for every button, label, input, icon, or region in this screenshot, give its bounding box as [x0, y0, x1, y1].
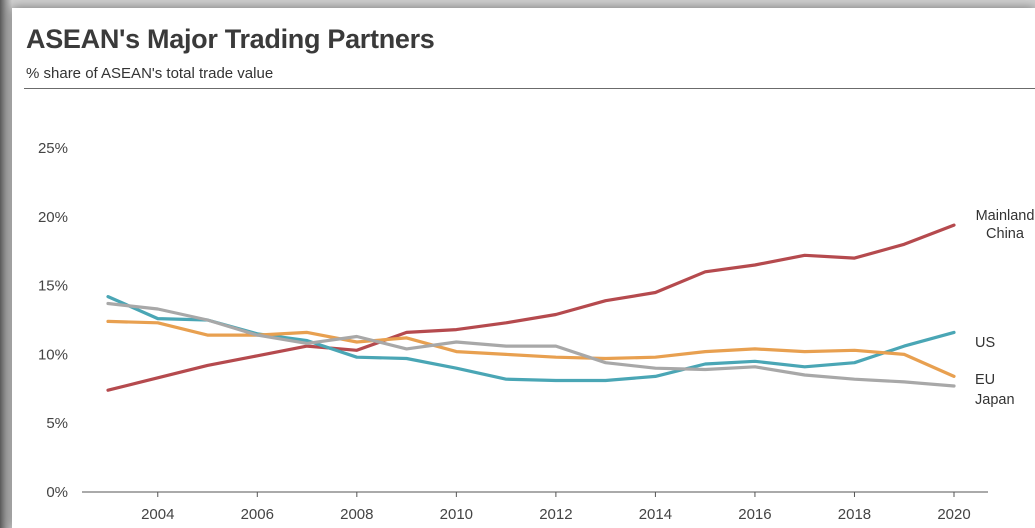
- y-tick-label: 20%: [38, 209, 68, 226]
- chart-card: ASEAN's Major Trading Partners % share o…: [12, 8, 1035, 528]
- chart-subtitle: % share of ASEAN's total trade value: [26, 65, 274, 82]
- series-label-eu: EU: [975, 372, 995, 388]
- x-tick-label: 2012: [539, 506, 572, 523]
- series-line-us: [106, 295, 956, 383]
- x-tick-label: 2020: [937, 506, 970, 523]
- y-tick-label: 5%: [46, 415, 68, 432]
- series-label-japan: Japan: [975, 392, 1015, 408]
- x-tick-label: 2018: [838, 506, 871, 523]
- series-label-mainland-china: Mainland: [976, 208, 1035, 224]
- title-divider: [24, 88, 1035, 89]
- chart-title: ASEAN's Major Trading Partners: [26, 24, 435, 54]
- series-line-eu: [106, 319, 956, 378]
- y-tick-label: 10%: [38, 346, 68, 363]
- y-tick-label: 15%: [38, 278, 68, 295]
- x-tick-label: 2014: [639, 506, 672, 523]
- series-label-mainland-china: China: [986, 226, 1025, 242]
- x-tick-label: 2004: [141, 506, 174, 523]
- series-label-us: US: [975, 335, 995, 351]
- series-line-mainland-china: [106, 223, 956, 392]
- x-tick-label: 2016: [738, 506, 771, 523]
- y-tick-label: 0%: [46, 484, 68, 501]
- y-tick-label: 25%: [38, 140, 68, 157]
- x-tick-label: 2006: [241, 506, 274, 523]
- x-tick-label: 2008: [340, 506, 373, 523]
- x-tick-label: 2010: [440, 506, 473, 523]
- line-chart: 0% 5% 10% 15% 20% 25% 2004 2006 2008 2010 2012 2014…: [38, 140, 1035, 523]
- series-line-japan: [106, 301, 956, 388]
